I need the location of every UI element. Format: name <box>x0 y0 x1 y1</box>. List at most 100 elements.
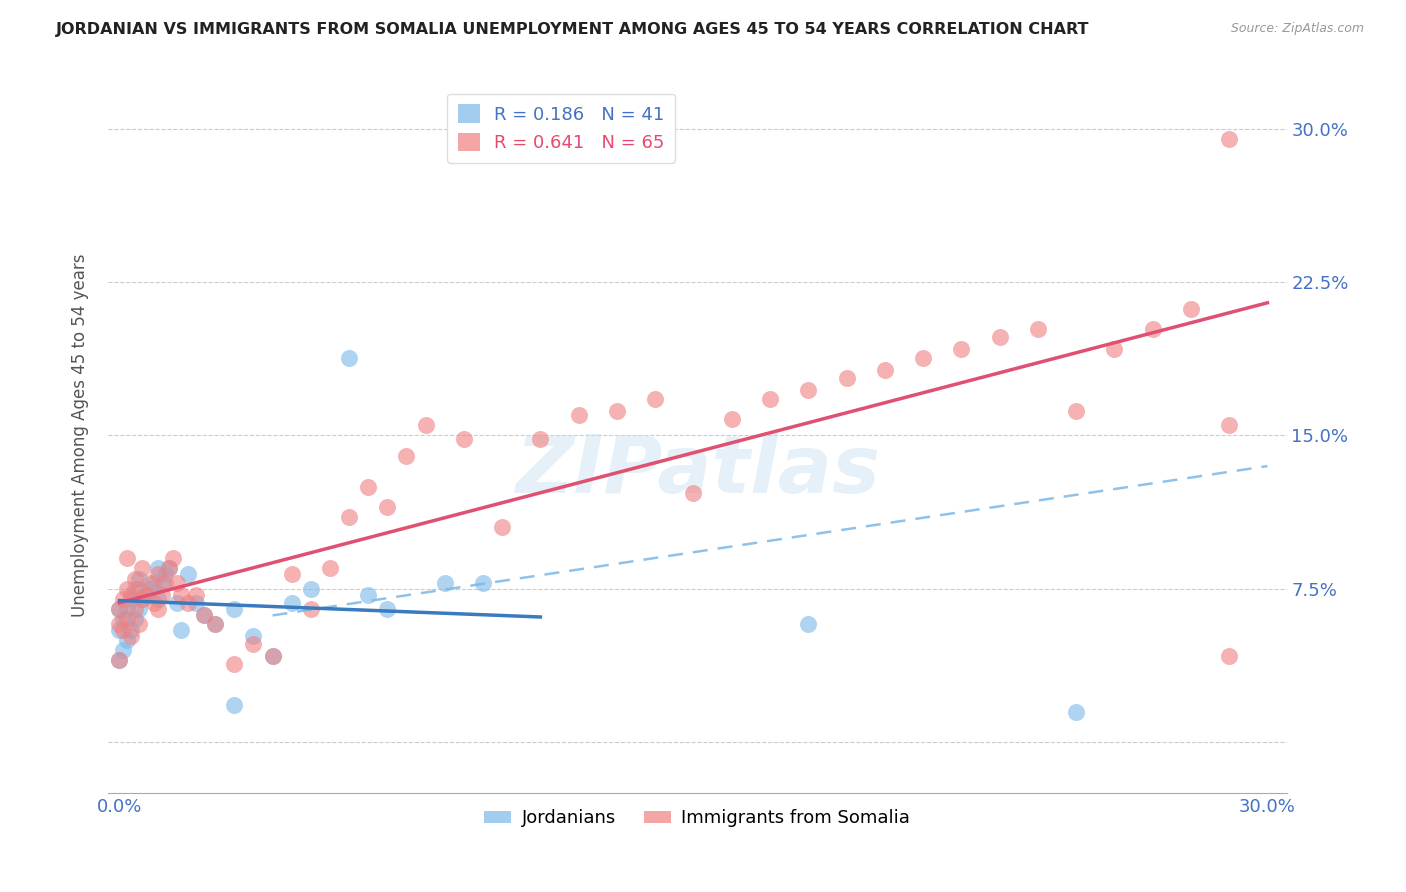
Point <box>337 510 360 524</box>
Point <box>120 588 142 602</box>
Point <box>177 596 200 610</box>
Point <box>166 575 188 590</box>
Point <box>146 561 169 575</box>
Point <box>491 520 513 534</box>
Point <box>415 418 437 433</box>
Point <box>166 596 188 610</box>
Point <box>120 629 142 643</box>
Point <box>124 612 146 626</box>
Point <box>142 596 165 610</box>
Text: Source: ZipAtlas.com: Source: ZipAtlas.com <box>1230 22 1364 36</box>
Point <box>395 449 418 463</box>
Text: JORDANIAN VS IMMIGRANTS FROM SOMALIA UNEMPLOYMENT AMONG AGES 45 TO 54 YEARS CORR: JORDANIAN VS IMMIGRANTS FROM SOMALIA UNE… <box>56 22 1090 37</box>
Point <box>299 602 322 616</box>
Point <box>873 363 896 377</box>
Point <box>108 653 131 667</box>
Point <box>155 567 177 582</box>
Point <box>139 575 162 590</box>
Point <box>142 575 165 590</box>
Point <box>131 561 153 575</box>
Point <box>568 408 591 422</box>
Point <box>224 698 246 713</box>
Point <box>1026 322 1049 336</box>
Point <box>108 623 131 637</box>
Point <box>112 623 135 637</box>
Point <box>124 602 146 616</box>
Point <box>115 632 138 647</box>
Point <box>108 653 131 667</box>
Point <box>224 602 246 616</box>
Point <box>720 412 742 426</box>
Point <box>131 592 153 607</box>
Point <box>193 608 215 623</box>
Point <box>124 582 146 596</box>
Point <box>204 616 226 631</box>
Point <box>606 404 628 418</box>
Point <box>120 623 142 637</box>
Point <box>299 582 322 596</box>
Point <box>112 643 135 657</box>
Point <box>135 588 157 602</box>
Point <box>357 588 380 602</box>
Point <box>375 500 398 514</box>
Point <box>262 649 284 664</box>
Point <box>115 612 138 626</box>
Point <box>280 596 302 610</box>
Point <box>170 623 193 637</box>
Point <box>262 649 284 664</box>
Point <box>146 567 169 582</box>
Point <box>108 616 131 631</box>
Point <box>193 608 215 623</box>
Point <box>835 371 858 385</box>
Point <box>472 575 495 590</box>
Point <box>112 612 135 626</box>
Point <box>319 561 342 575</box>
Point <box>1218 649 1240 664</box>
Point <box>242 637 264 651</box>
Point <box>108 602 131 616</box>
Point <box>242 629 264 643</box>
Point <box>124 572 146 586</box>
Point <box>170 588 193 602</box>
Point <box>337 351 360 365</box>
Point <box>184 596 207 610</box>
Point <box>1104 343 1126 357</box>
Point <box>950 343 973 357</box>
Text: ZIPatlas: ZIPatlas <box>515 433 880 510</box>
Point <box>988 330 1011 344</box>
Point <box>1218 132 1240 146</box>
Point <box>135 588 157 602</box>
Point <box>184 588 207 602</box>
Point <box>357 479 380 493</box>
Point <box>1218 418 1240 433</box>
Point <box>177 567 200 582</box>
Point <box>453 433 475 447</box>
Point <box>128 616 150 631</box>
Point <box>759 392 782 406</box>
Point <box>115 602 138 616</box>
Point <box>1142 322 1164 336</box>
Point <box>529 433 551 447</box>
Point <box>1064 404 1087 418</box>
Point <box>797 616 820 631</box>
Point <box>1180 301 1202 316</box>
Point <box>146 592 169 607</box>
Point <box>157 561 180 575</box>
Point <box>108 602 131 616</box>
Point <box>375 602 398 616</box>
Point <box>120 592 142 607</box>
Point <box>155 575 177 590</box>
Point <box>128 602 150 616</box>
Point <box>224 657 246 672</box>
Point <box>280 567 302 582</box>
Point <box>139 582 162 596</box>
Point <box>644 392 666 406</box>
Point <box>128 572 150 586</box>
Point <box>682 485 704 500</box>
Point <box>912 351 935 365</box>
Point <box>131 592 153 607</box>
Legend: Jordanians, Immigrants from Somalia: Jordanians, Immigrants from Somalia <box>477 802 918 834</box>
Point <box>204 616 226 631</box>
Point <box>112 592 135 607</box>
Point <box>128 582 150 596</box>
